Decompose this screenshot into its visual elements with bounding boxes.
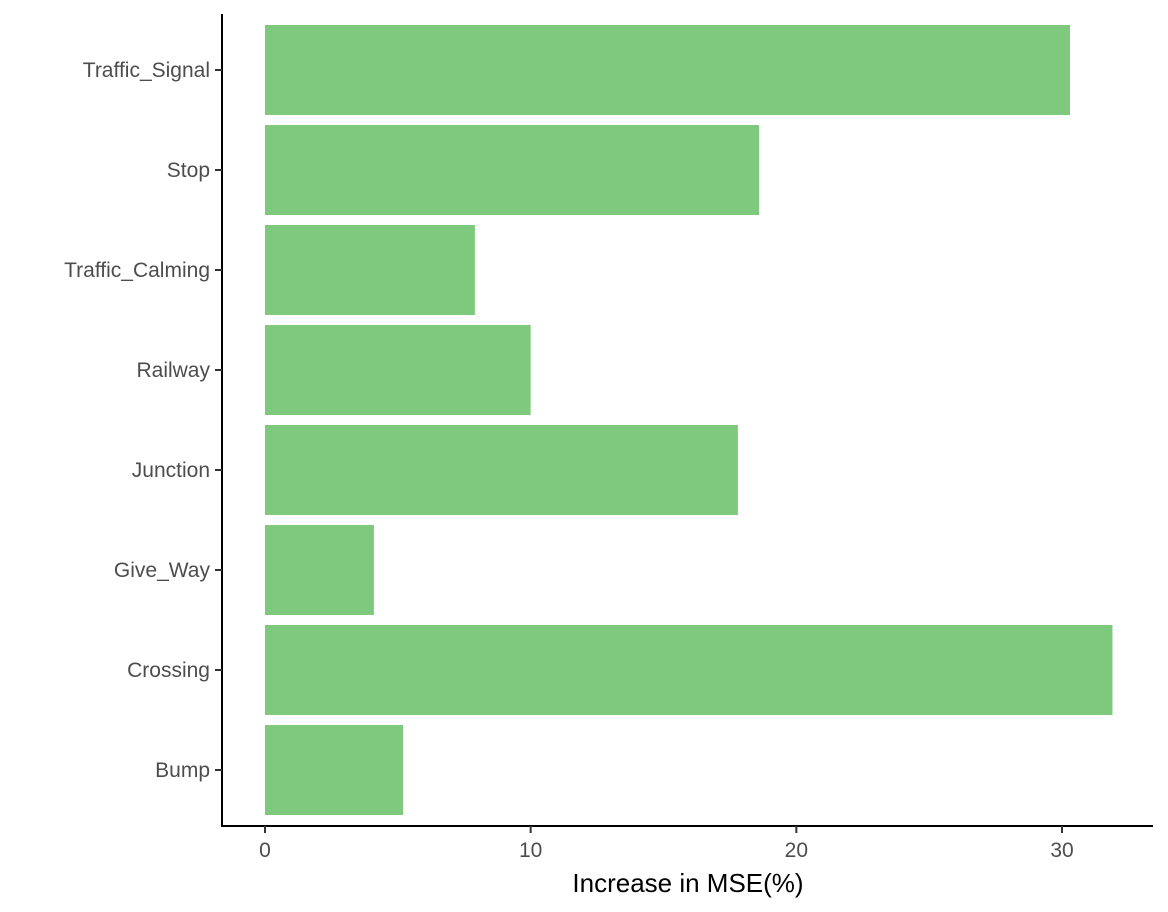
- category-label: Traffic_Calming: [64, 259, 210, 282]
- y-axis: Traffic_Signal Stop Traffic_Calming Railway…: [64, 14, 223, 826]
- category-label: Stop: [167, 159, 210, 182]
- x-tick-label: 30: [1050, 839, 1073, 862]
- category-label: Junction: [132, 459, 210, 482]
- category-label: Crossing: [127, 659, 210, 682]
- category-label: Give_Way: [114, 559, 211, 582]
- category-label: Railway: [136, 359, 210, 382]
- x-tick-label: 20: [785, 839, 808, 862]
- category-label: Bump: [155, 759, 210, 782]
- x-axis-title: Increase in MSE(%): [572, 868, 803, 898]
- x-tick-label: 0: [259, 839, 271, 862]
- category-label: Traffic_Signal: [83, 59, 210, 82]
- bar-junction: [265, 425, 738, 515]
- bar-give-way: [265, 525, 374, 615]
- bars-group: [265, 25, 1113, 815]
- bar-bump: [265, 725, 404, 815]
- x-tick-label: 10: [519, 839, 542, 862]
- x-axis: 0 10 20 30: [221, 825, 1153, 862]
- bar-stop: [265, 125, 760, 215]
- bar-traffic-calming: [265, 225, 475, 315]
- bar-crossing: [265, 625, 1113, 715]
- bar-traffic-signal: [265, 25, 1070, 115]
- bar-railway: [265, 325, 531, 415]
